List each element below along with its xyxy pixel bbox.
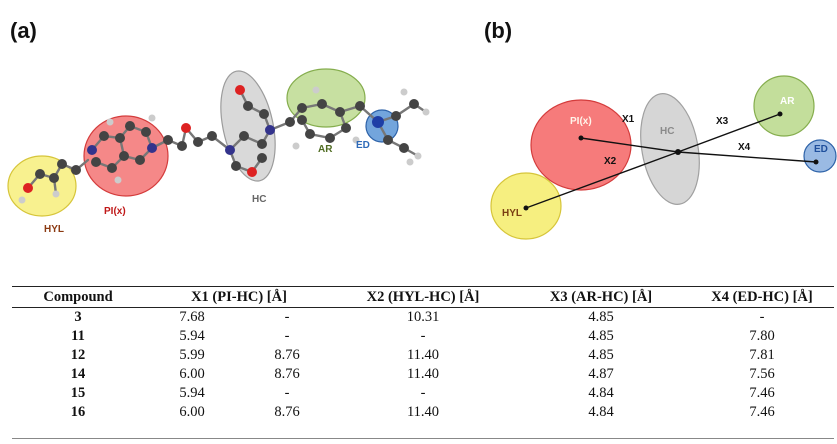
header-x2: X2 (HYL-HC) [Å] [334, 286, 512, 308]
molecule-figure: HYL PI(x) HC AR ED [7, 68, 430, 235]
x4-value-cell: - [759, 309, 765, 325]
header-compound: Compound [12, 286, 144, 308]
x1-value-cell: 5.94 [179, 385, 205, 401]
distance-lines [525, 113, 817, 209]
atoms [18, 85, 430, 204]
table-row: 15 5.94 - - 4.84 7.46 [12, 384, 834, 403]
compound-cell: 11 [71, 328, 85, 344]
x1-value-cell: 7.68 [179, 309, 205, 325]
x3-value-cell: 4.84 [588, 385, 614, 401]
x4-value-cell: 7.46 [749, 404, 775, 420]
x1-second-value-cell: 8.76 [274, 404, 300, 420]
compound-cell: 15 [70, 385, 86, 401]
table-row: 11 5.94 - - 4.85 7.80 [12, 327, 834, 346]
x4-value-cell: 7.56 [749, 366, 775, 382]
x3-value-cell: 4.87 [588, 366, 614, 382]
x2-value-cell: 11.40 [406, 347, 440, 363]
compound-cell: 12 [70, 347, 86, 363]
x1-second-value-cell: 8.76 [274, 347, 300, 363]
x1-label: X1 [622, 114, 635, 125]
hyl-sphere-label: HYL [502, 208, 522, 219]
x3-label: X3 [716, 116, 729, 127]
table-row: 12 5.99 8.76 11.40 4.85 7.81 [12, 346, 834, 365]
ed-sphere [803, 139, 837, 173]
ar-region [286, 68, 366, 128]
ed-label: ED [356, 140, 370, 151]
x2-value-cell: - [420, 385, 426, 401]
table-row: 14 6.00 8.76 11.40 4.87 7.56 [12, 365, 834, 384]
x2-value-cell: - [420, 328, 426, 344]
x3-value-cell: 4.85 [588, 347, 614, 363]
x3-value-cell: 4.84 [588, 404, 614, 420]
table-row: 3 7.68 - 10.31 4.85 - [12, 308, 834, 328]
distance-points [523, 111, 819, 211]
x4-value-cell: 7.81 [749, 347, 775, 363]
x4-value-cell: 7.46 [749, 385, 775, 401]
header-x3: X3 (AR-HC) [Å] [512, 286, 690, 308]
x1-second-value-cell: - [284, 309, 290, 325]
panel-a-label: (a) [10, 18, 37, 43]
distance-table: Compound X1 (PI-HC) [Å] X2 (HYL-HC) [Å] … [12, 286, 834, 422]
hyl-label: HYL [44, 224, 64, 235]
table-bottom-rule [12, 438, 834, 440]
pharmacophore-figure: PI(x) HYL HC AR ED X1 X2 X3 X4 [490, 75, 837, 240]
x1-second-value-cell: 8.76 [274, 366, 300, 382]
table-row: 16 6.00 8.76 11.40 4.84 7.46 [12, 403, 834, 422]
x1-value-cell: 6.00 [179, 404, 205, 420]
x2-value-cell: 10.31 [406, 309, 440, 325]
header-x4: X4 (ED-HC) [Å] [690, 286, 834, 308]
x1-value-cell: 5.99 [179, 347, 205, 363]
table-header-row: Compound X1 (PI-HC) [Å] X2 (HYL-HC) [Å] … [12, 286, 834, 308]
pi-label: PI(x) [104, 206, 126, 217]
x2-label: X2 [604, 156, 617, 167]
hc-region [220, 70, 276, 182]
x4-value-cell: 7.80 [749, 328, 775, 344]
ar-label: AR [318, 144, 333, 155]
x1-second-value-cell: - [284, 328, 290, 344]
x1-second-value-cell: - [284, 385, 290, 401]
ar-sphere [753, 75, 815, 137]
ar-sphere-label: AR [780, 96, 795, 107]
header-x1: X1 (PI-HC) [Å] [144, 286, 334, 308]
x4-label: X4 [738, 142, 751, 153]
x3-value-cell: 4.85 [588, 328, 614, 344]
x2-value-cell: 11.40 [406, 366, 440, 382]
hc-ellipse-label: HC [660, 126, 674, 137]
x1-value-cell: 6.00 [179, 366, 205, 382]
pi-sphere-label: PI(x) [570, 116, 592, 127]
x2-value-cell: 11.40 [406, 404, 440, 420]
x1-value-cell: 5.94 [179, 328, 205, 344]
panel-b-label: (b) [484, 18, 513, 43]
hc-ellipse [640, 93, 700, 205]
compound-cell: 3 [74, 309, 82, 325]
pi-sphere [530, 99, 632, 191]
x3-value-cell: 4.85 [588, 309, 614, 325]
hc-label: HC [252, 194, 266, 205]
compound-cell: 14 [70, 366, 86, 382]
ed-sphere-label: ED [814, 144, 828, 155]
compound-cell: 16 [70, 404, 86, 420]
